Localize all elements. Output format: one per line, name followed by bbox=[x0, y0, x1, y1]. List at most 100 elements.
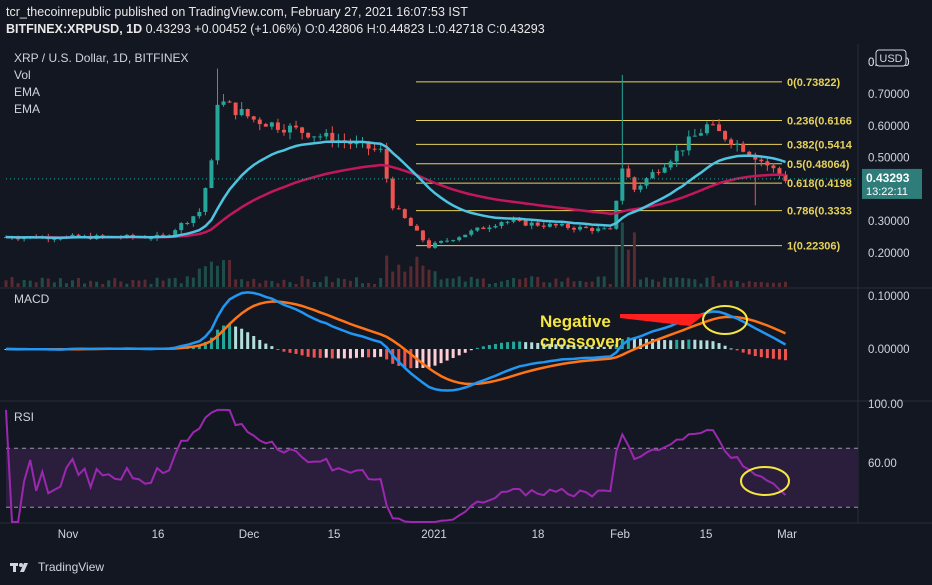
macd-histogram-bar bbox=[215, 329, 219, 349]
candle-body bbox=[52, 238, 57, 240]
volume-bar bbox=[288, 282, 292, 287]
volume-bar bbox=[608, 283, 612, 287]
macd-histogram-bar bbox=[403, 349, 407, 368]
volume-bar bbox=[584, 282, 588, 287]
candle-body bbox=[765, 161, 770, 166]
candle-body bbox=[58, 238, 63, 240]
tradingview-brand: TradingView bbox=[38, 560, 105, 574]
candle-body bbox=[723, 131, 728, 140]
annotation-text: crossover bbox=[540, 332, 622, 351]
macd-histogram-bar bbox=[687, 339, 691, 349]
candle-body bbox=[493, 225, 498, 228]
candle-body bbox=[390, 178, 395, 209]
volume-bar bbox=[52, 282, 56, 287]
volume-bar bbox=[83, 283, 87, 287]
volume-bar bbox=[735, 280, 739, 287]
volume-bar bbox=[445, 278, 449, 287]
fib-level-label: 0.382(0.5414 bbox=[787, 139, 853, 151]
macd-histogram-bar bbox=[663, 340, 667, 349]
volume-bar bbox=[427, 269, 431, 287]
macd-histogram-bar bbox=[463, 349, 467, 353]
volume-bar bbox=[161, 280, 165, 287]
macd-histogram-bar bbox=[481, 346, 485, 349]
price-tick-label: 0.20000 bbox=[868, 248, 910, 260]
volume-bar bbox=[741, 282, 745, 287]
macd-histogram-bar bbox=[433, 349, 437, 366]
candle-body bbox=[741, 143, 746, 152]
candle-body bbox=[414, 225, 419, 231]
volume-bar bbox=[783, 281, 787, 287]
price-change: +0.00452 (+1.06%) bbox=[194, 22, 302, 36]
candle-body bbox=[318, 136, 323, 138]
candle-body bbox=[565, 224, 570, 228]
candle-body bbox=[179, 223, 184, 231]
candle-body bbox=[426, 240, 431, 248]
volume-bar bbox=[687, 278, 691, 287]
rsi-tick-label: 100.00 bbox=[868, 399, 903, 411]
candle-body bbox=[559, 224, 564, 226]
volume-bar bbox=[421, 265, 425, 287]
candle-body bbox=[668, 161, 673, 168]
macd-tick-label: 0.10000 bbox=[868, 291, 910, 303]
candle-body bbox=[505, 221, 510, 223]
candle-body bbox=[735, 143, 740, 146]
candle-body bbox=[439, 240, 444, 243]
macd-histogram-bar bbox=[493, 343, 497, 349]
footer: TradingView bbox=[10, 560, 104, 574]
candle-body bbox=[330, 132, 335, 143]
volume-bar bbox=[361, 283, 365, 287]
candle-body bbox=[269, 122, 274, 127]
candle-body bbox=[384, 148, 389, 179]
currency-badge bbox=[875, 49, 907, 67]
macd-histogram-bar bbox=[651, 338, 655, 349]
candle-body bbox=[680, 150, 685, 152]
last-price-tag-value: 0.43293 bbox=[866, 171, 910, 185]
macd-histogram-bar bbox=[367, 349, 371, 358]
macd-histogram-bar bbox=[228, 324, 232, 349]
legend-ema-2: EMA bbox=[14, 102, 40, 116]
volume-bar bbox=[203, 266, 207, 287]
candle-body bbox=[281, 129, 286, 133]
macd-histogram-bar bbox=[542, 343, 546, 349]
symbol-label: BITFINEX:XRPUSD, 1D bbox=[6, 22, 143, 36]
volume-bar bbox=[336, 278, 340, 287]
macd-histogram-bar bbox=[282, 349, 286, 352]
macd-histogram-bar bbox=[379, 349, 383, 357]
macd-histogram-bar bbox=[717, 343, 721, 349]
volume-bar bbox=[518, 279, 522, 287]
macd-histogram-bar bbox=[457, 349, 461, 356]
volume-bar bbox=[723, 280, 727, 287]
macd-histogram-bar bbox=[276, 349, 280, 350]
chart-header: tcr_thecoinrepublic published on Trading… bbox=[6, 4, 545, 38]
volume-bar bbox=[107, 280, 111, 287]
time-axis-label: 16 bbox=[152, 529, 165, 541]
volume-bar bbox=[614, 245, 618, 287]
macd-histogram-bar bbox=[373, 349, 377, 358]
candle-body bbox=[457, 237, 462, 241]
macd-histogram-bar bbox=[572, 345, 576, 349]
volume-bar bbox=[28, 280, 32, 287]
macd-histogram-bar bbox=[632, 338, 636, 349]
price-tick-label: 0.70000 bbox=[868, 89, 910, 101]
volume-bar bbox=[536, 276, 540, 287]
candle-body bbox=[674, 150, 679, 162]
volume-bar bbox=[209, 261, 213, 287]
ema-slow-line bbox=[5, 163, 786, 239]
candle-body bbox=[408, 218, 413, 226]
macd-histogram-bar bbox=[536, 342, 540, 349]
candle-body bbox=[300, 127, 305, 133]
volume-bar bbox=[137, 280, 141, 287]
macd-histogram-bar bbox=[294, 349, 298, 354]
candle-body bbox=[529, 222, 534, 226]
rsi-band bbox=[6, 448, 858, 508]
macd-histogram-bar bbox=[518, 341, 522, 349]
volume-bar bbox=[675, 277, 679, 287]
candle-body bbox=[584, 226, 589, 229]
annotation-text: Negative bbox=[540, 312, 611, 331]
candle-body bbox=[227, 101, 232, 103]
macd-histogram-bar bbox=[741, 349, 745, 353]
volume-bar bbox=[89, 280, 93, 287]
macd-histogram-bar bbox=[669, 340, 673, 349]
macd-histogram-bar bbox=[475, 347, 479, 349]
